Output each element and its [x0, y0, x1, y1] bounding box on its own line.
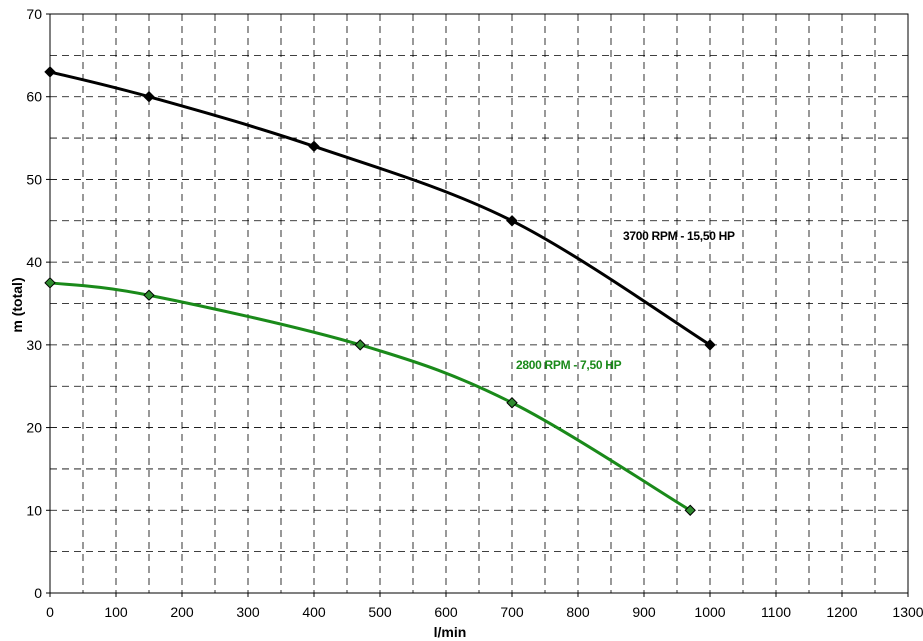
- y-tick-label: 0: [34, 585, 42, 601]
- x-tick-label: 800: [566, 604, 590, 620]
- x-tick-label: 200: [170, 604, 194, 620]
- x-tick-label: 100: [104, 604, 128, 620]
- y-axis: 0 10 20 30 40 50 60 70: [26, 6, 50, 601]
- y-tick-label: 20: [26, 420, 42, 436]
- x-tick-label: 900: [632, 604, 656, 620]
- data-point-marker: [506, 397, 518, 409]
- data-point-marker: [44, 66, 56, 78]
- x-tick-label: 1100: [761, 604, 791, 620]
- y-tick-label: 30: [26, 337, 42, 353]
- data-point-marker: [684, 504, 696, 516]
- series-line: [49, 70, 711, 347]
- x-tick-label: 0: [46, 604, 54, 620]
- plot-area-border: [49, 13, 909, 594]
- y-tick-label: 40: [26, 254, 42, 270]
- data-point-marker: [143, 289, 155, 301]
- x-tick-label: 1200: [826, 604, 857, 620]
- y-tick-label: 70: [26, 6, 42, 22]
- x-tick-label: 700: [500, 604, 524, 620]
- data-point-marker: [143, 91, 155, 103]
- data-point-marker: [704, 339, 716, 351]
- data-point-marker: [44, 277, 56, 289]
- x-tick-label: 400: [302, 604, 326, 620]
- x-axis: 0 100 200 300 400 500 600 700 800 900 1000 1100 1200…: [46, 593, 923, 620]
- grid: [50, 14, 908, 593]
- series-label-3700rpm: 3700 RPM - 15,50 HP: [623, 229, 735, 243]
- y-axis-title: m (total): [9, 277, 25, 332]
- x-tick-label: 1000: [694, 604, 725, 620]
- x-tick-label: 500: [368, 604, 392, 620]
- x-tick-label: 600: [434, 604, 458, 620]
- x-tick-label: 1300: [892, 604, 923, 620]
- series-layer: [44, 66, 716, 516]
- series-label-2800rpm: 2800 RPM - 7,50 HP: [516, 358, 622, 372]
- series-0: [44, 66, 716, 351]
- data-point-marker: [308, 140, 320, 153]
- y-tick-label: 60: [26, 89, 42, 105]
- x-axis-title: l/min: [434, 624, 467, 640]
- data-point-marker: [354, 339, 366, 351]
- y-tick-label: 10: [26, 502, 42, 518]
- x-tick-label: 300: [236, 604, 260, 620]
- series-line: [49, 281, 691, 512]
- data-point-marker: [506, 215, 518, 227]
- series-1: [44, 277, 696, 516]
- y-tick-label: 50: [26, 171, 42, 187]
